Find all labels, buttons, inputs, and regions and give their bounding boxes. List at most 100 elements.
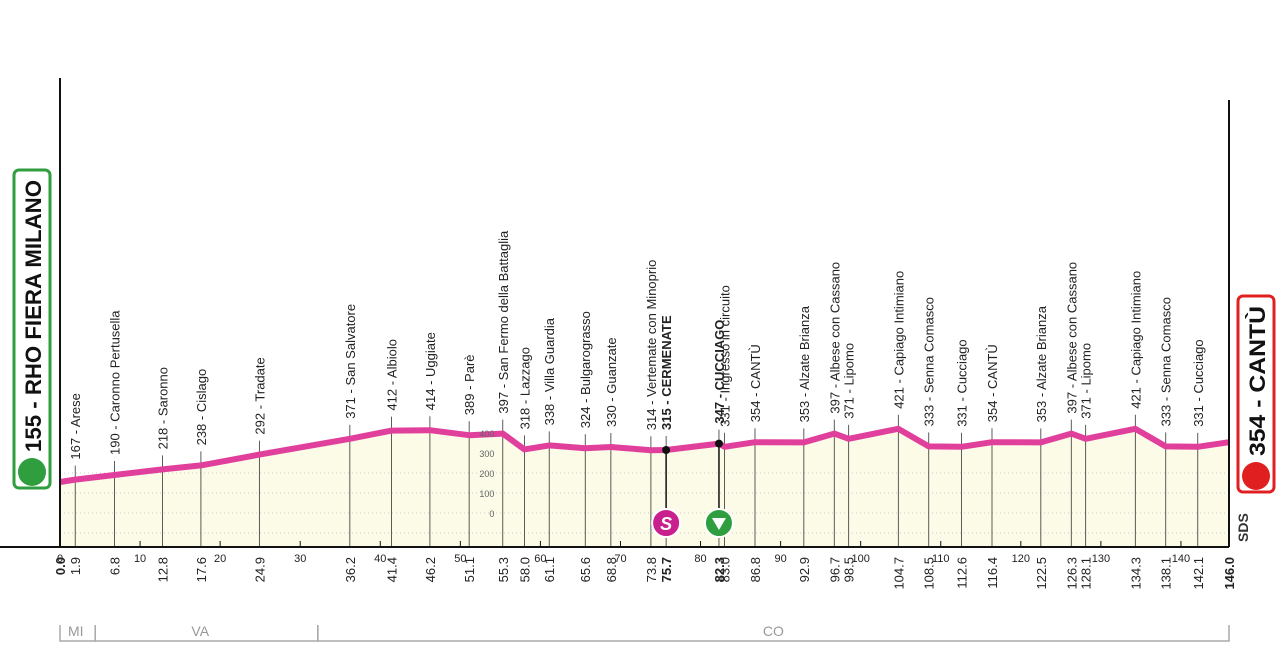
waypoint-label: 333 - Senna Comasco: [922, 297, 937, 426]
waypoint-label: 397 - Albese con Cassano: [1064, 262, 1079, 414]
waypoint-label: 331 - Ingresso in circuito: [718, 285, 733, 427]
waypoint-label: 292 - Tradate: [252, 357, 267, 434]
region-bracket: [317, 625, 1230, 642]
waypoint-label: 190 - Caronno Pertusella: [107, 310, 122, 455]
km-label: 108.5: [922, 557, 937, 590]
x-tick-label: 30: [294, 553, 306, 565]
waypoint-label: 167 - Arese: [68, 393, 83, 460]
y-tick-label: 400: [479, 429, 494, 439]
x-tick-label: 110: [932, 553, 950, 565]
x-tick-label: 80: [694, 553, 706, 565]
waypoint-label: 389 - Parè: [462, 354, 477, 415]
y-tick-label: 200: [479, 469, 494, 479]
start-box: [12, 168, 52, 490]
km-label: 24.9: [252, 557, 267, 582]
x-tick-label: 120: [1012, 553, 1030, 565]
waypoint-label: 397 - San Fermo della Battaglia: [496, 230, 511, 414]
y-tick-label: 100: [479, 489, 494, 499]
km-label: 142.1: [1191, 557, 1206, 590]
waypoint-label: 414 - Uggiate: [423, 332, 438, 410]
finish-icon: [1242, 462, 1270, 490]
waypoint-label: 218 - Saronno: [155, 367, 170, 449]
waypoint-label: 338 - Villa Guardia: [542, 317, 557, 425]
km-label: 55.3: [496, 557, 511, 582]
icon-dot: [662, 446, 671, 454]
waypoint-label: 354 - CANTÙ: [748, 344, 763, 422]
km-label: 128.1: [1079, 557, 1094, 590]
waypoint-label: 354 - CANTÙ: [985, 344, 1000, 422]
region-label: CO: [763, 623, 784, 639]
x-tick-label: 0: [57, 553, 63, 565]
km-label: 0.0: [53, 557, 68, 575]
x-tick-label: 90: [774, 553, 786, 565]
km-label: 1.9: [68, 557, 83, 575]
km-label: 46.2: [423, 557, 438, 582]
km-label: 36.2: [343, 557, 358, 582]
finish-label: 354 - CANTÙ: [1245, 306, 1270, 456]
start-icon: [18, 458, 46, 486]
x-tick-label: 60: [534, 553, 546, 565]
km-label: 104.7: [891, 557, 906, 590]
km-label: 138.1: [1159, 557, 1174, 590]
km-label: 58.0: [517, 557, 532, 582]
region-label: VA: [191, 623, 209, 639]
x-tick-label: 140: [1172, 553, 1190, 565]
km-label: 96.7: [827, 557, 842, 582]
waypoint-label: 238 - Cislago: [194, 369, 209, 446]
x-tick-label: 70: [614, 553, 626, 565]
waypoint-label: 347 - CUCCIAGO: [712, 320, 727, 424]
km-label: 73.8: [644, 557, 659, 582]
profile-area: [60, 428, 1229, 547]
profile-line: [59, 425, 1230, 485]
x-tick-label: 40: [374, 553, 386, 565]
x-tick-label: 50: [454, 553, 466, 565]
km-label: 146.0: [1222, 557, 1237, 590]
region-label: MI: [68, 623, 84, 639]
waypoint-label: 333 - Senna Comasco: [1159, 297, 1174, 426]
km-label: 92.9: [797, 557, 812, 582]
waypoint-label: 318 - Lazzago: [517, 347, 532, 429]
waypoint-label: 314 - Vertemate con Minoprio: [644, 260, 659, 431]
km-label: 86.8: [748, 557, 763, 582]
waypoint-label: 412 - Albiolo: [384, 339, 399, 411]
icon-badge: [651, 508, 682, 538]
km-label: 41.4: [384, 557, 399, 582]
x-tick-label: 100: [852, 553, 870, 565]
finish-box: [1236, 294, 1276, 494]
km-label: 51.1: [462, 557, 477, 582]
waypoint-label: 353 - Alzate Brianza: [797, 305, 812, 422]
km-label: 82.3: [712, 557, 727, 582]
icon-text: S: [660, 514, 672, 534]
x-tick-label: 130: [1092, 553, 1110, 565]
waypoint-label: 421 - Capiago Intimiano: [891, 271, 906, 409]
km-label: 68.8: [604, 557, 619, 582]
waypoint-label: 397 - Albese con Cassano: [827, 262, 842, 414]
km-label: 6.8: [107, 557, 122, 575]
km-label: 65.6: [578, 557, 593, 582]
logo: SDS: [1235, 513, 1251, 542]
icon-dot: [714, 439, 723, 448]
km-label: 112.6: [955, 557, 970, 589]
waypoint-label: 371 - Lipomo: [1079, 343, 1094, 419]
km-label: 83.0: [718, 557, 733, 582]
waypoint-label: 330 - Guanzate: [604, 337, 619, 427]
km-label: 98.5: [842, 557, 857, 582]
km-label: 75.7: [659, 557, 674, 582]
x-tick-label: 20: [214, 553, 226, 565]
y-tick-label: 0: [489, 509, 494, 519]
km-label: 61.1: [542, 557, 557, 582]
waypoint-label: 331 - Cucciago: [955, 339, 970, 426]
waypoint-label: 371 - San Salvatore: [343, 304, 358, 419]
start-label: 155 - RHO FIERA MILANO: [21, 180, 46, 452]
waypoint-label: 315 - CERMENATE: [659, 315, 674, 430]
x-tick-label: 10: [134, 553, 146, 565]
km-label: 134.3: [1128, 557, 1143, 590]
waypoint-label: 324 - Bulgarograsso: [578, 311, 593, 428]
waypoint-label: 371 - Lipomo: [842, 343, 857, 419]
waypoint-label: 421 - Capiago Intimiano: [1128, 271, 1143, 409]
km-label: 12.8: [155, 557, 170, 582]
km-label: 116.4: [985, 557, 1000, 589]
y-tick-label: 300: [479, 449, 494, 459]
km-label: 17.6: [194, 557, 209, 582]
